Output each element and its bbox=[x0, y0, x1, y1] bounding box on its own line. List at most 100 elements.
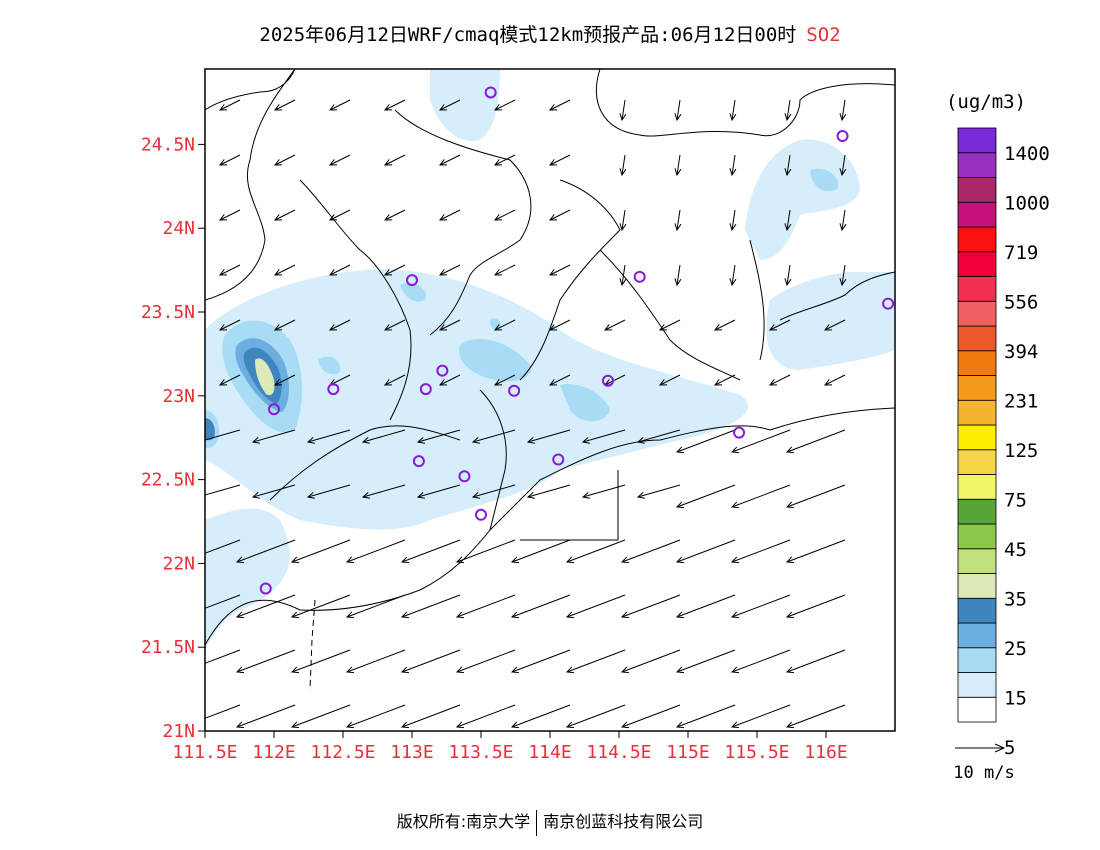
wind-arrowhead bbox=[675, 501, 685, 509]
province-border bbox=[779, 271, 895, 321]
chart-title: 2025年06月12日WRF/cmaq模式12km预报产品:06月12日00时 S… bbox=[0, 20, 1100, 47]
wind-arrow bbox=[637, 484, 681, 498]
wind-arrowhead bbox=[493, 159, 503, 166]
wind-arrow bbox=[731, 264, 736, 286]
wind-arrowhead bbox=[784, 168, 792, 177]
wind-arrowhead bbox=[290, 556, 300, 564]
conc-level-5 bbox=[745, 139, 860, 260]
wind-arrowhead bbox=[182, 612, 189, 618]
legend-swatch bbox=[957, 177, 997, 203]
wind-arrow bbox=[731, 154, 736, 176]
wind-arrow bbox=[676, 154, 681, 176]
station-marker bbox=[436, 364, 449, 377]
wind-arrow bbox=[549, 154, 571, 166]
wind-arrowhead bbox=[383, 159, 393, 166]
wind-arrow bbox=[329, 319, 351, 331]
wind-arrow bbox=[291, 594, 351, 618]
wind-arrow bbox=[439, 374, 461, 386]
wind-arrow bbox=[731, 209, 736, 231]
wind-arrowhead bbox=[548, 159, 558, 166]
wind-arrowhead bbox=[416, 491, 425, 499]
legend-swatch bbox=[957, 523, 997, 550]
wind-arrowhead bbox=[510, 721, 520, 729]
colorbar-legend: (ug/m3) 1400 1000 719 556 394 231 125 75 45 35 25 1… bbox=[946, 91, 1050, 759]
wind-arrowhead bbox=[730, 556, 740, 564]
wind-arrow bbox=[549, 99, 571, 111]
station-marker bbox=[412, 455, 425, 468]
wind-arrowhead bbox=[328, 324, 338, 331]
wind-arrowhead bbox=[438, 159, 448, 166]
wind-arrow bbox=[384, 319, 406, 331]
legend-label: 394 bbox=[1004, 341, 1038, 363]
wind-arrowhead bbox=[674, 168, 682, 177]
wind-arrow bbox=[511, 594, 571, 618]
lon-tick-label: 111.5E bbox=[172, 742, 237, 763]
wind-arrow bbox=[401, 649, 461, 673]
wind-arrowhead bbox=[729, 168, 737, 177]
lon-tick-label: 113E bbox=[390, 742, 433, 763]
legend-label: 25 bbox=[1004, 638, 1027, 660]
wind-arrowhead bbox=[620, 556, 630, 564]
wind-arrowhead bbox=[273, 214, 283, 221]
wind-arrow bbox=[582, 429, 626, 443]
station-marker bbox=[419, 383, 432, 396]
wind-arrowhead bbox=[619, 223, 627, 232]
legend-label: 719 bbox=[1004, 242, 1038, 264]
wind-arrow bbox=[621, 704, 681, 728]
wind-reference-label: 10 m/s bbox=[953, 763, 1014, 783]
lat-tick-label: 22N bbox=[162, 553, 195, 574]
wind-arrowhead bbox=[730, 666, 740, 674]
wind-arrow bbox=[219, 319, 241, 331]
wind-arrow bbox=[511, 704, 571, 728]
wind-arrowhead bbox=[674, 223, 682, 232]
wind-arrowhead bbox=[306, 436, 315, 444]
wind-arrow bbox=[676, 594, 736, 618]
wind-arrow bbox=[731, 429, 791, 453]
station-marker bbox=[633, 270, 646, 283]
wind-arrowhead bbox=[361, 436, 370, 444]
wind-arrow bbox=[205, 594, 241, 609]
station-marker bbox=[458, 470, 471, 483]
wind-arrowhead bbox=[273, 159, 283, 166]
wind-arrow bbox=[676, 539, 736, 563]
legend-swatch bbox=[957, 325, 997, 352]
wind-arrow bbox=[549, 209, 571, 221]
wind-arrow bbox=[494, 319, 516, 331]
legend-swatch bbox=[957, 424, 997, 451]
wind-arrowhead bbox=[729, 113, 737, 122]
legend-swatch bbox=[957, 597, 997, 624]
conc-level-15 bbox=[318, 356, 341, 375]
wind-arrowhead bbox=[345, 666, 355, 674]
wind-arrowhead bbox=[675, 556, 685, 564]
wind-arrowhead bbox=[400, 611, 410, 619]
wind-arrow bbox=[621, 154, 626, 176]
legend-label: 35 bbox=[1004, 588, 1027, 610]
wind-arrowhead bbox=[785, 611, 795, 619]
legend-label: 5 bbox=[1004, 737, 1015, 759]
lat-tick-label: 22.5N bbox=[141, 470, 195, 491]
wind-arrowhead bbox=[400, 556, 410, 564]
wind-arrow bbox=[362, 429, 406, 443]
wind-arrow bbox=[236, 539, 296, 563]
wind-arrow bbox=[472, 484, 516, 498]
wind-arrow bbox=[439, 99, 461, 111]
legend-label: 45 bbox=[1004, 539, 1027, 561]
wind-arrow bbox=[384, 209, 406, 221]
wind-arrowhead bbox=[290, 721, 300, 729]
wind-arrowhead bbox=[493, 214, 503, 221]
legend-swatch bbox=[957, 647, 997, 673]
conc-level-15 bbox=[400, 282, 426, 302]
wind-arrowhead bbox=[383, 269, 393, 276]
wind-arrowhead bbox=[658, 379, 668, 386]
hong-kong-border bbox=[520, 470, 619, 541]
wind-arrow bbox=[329, 99, 351, 111]
wind-arrowhead bbox=[785, 721, 795, 729]
wind-arrowhead bbox=[438, 269, 448, 276]
wind-arrow bbox=[417, 484, 461, 498]
wind-arrow bbox=[384, 264, 406, 276]
legend-swatch bbox=[957, 474, 997, 500]
wind-arrowhead bbox=[768, 379, 778, 386]
footer-separator bbox=[536, 809, 538, 836]
city-border bbox=[394, 109, 532, 336]
